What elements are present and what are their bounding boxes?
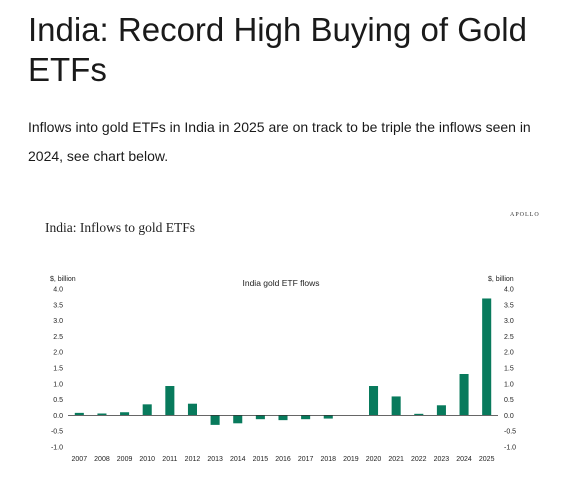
- x-tick-label: 2015: [253, 456, 269, 463]
- brand-logo: APOLLO: [510, 212, 540, 218]
- bar-2017: [301, 415, 311, 420]
- x-tick-label: 2013: [207, 456, 223, 463]
- bar-2015: [255, 415, 265, 420]
- bars: [74, 298, 492, 425]
- y-tick-label-right: 0.0: [504, 413, 514, 420]
- page-title: India: Record High Buying of Gold ETFs: [28, 11, 527, 88]
- x-tick-label: 2010: [139, 456, 155, 463]
- intro-paragraph: Inflows into gold ETFs in India in 2025 …: [28, 119, 531, 164]
- x-tick-label: 2012: [185, 456, 201, 463]
- x-tick-label: 2024: [456, 456, 472, 463]
- y-tick-label-left: 1.0: [53, 381, 63, 388]
- x-tick-label: 2017: [298, 456, 314, 463]
- bar-2008: [97, 413, 107, 416]
- bar-2014: [233, 415, 243, 424]
- y-tick-label-left: 2.5: [53, 334, 63, 341]
- y-axis-label-right: $, billion: [488, 276, 514, 283]
- bar-2025: [482, 298, 492, 416]
- chart-heading: India: Inflows to gold ETFs: [45, 220, 195, 235]
- y-tick-label-right: -0.5: [504, 429, 516, 436]
- y-tick-label-left: -1.0: [51, 445, 63, 452]
- x-tick-label: 2008: [94, 456, 110, 463]
- x-tick-label: 2021: [388, 456, 404, 463]
- bar-2021: [391, 396, 401, 416]
- y-ticks-left: 4.0 3.5 3.0 2.5 2.0 1.5 1.0 0.5 0.0 -0.5 -1.0: [51, 287, 63, 452]
- bar-chart: India gold ETF flows $, billion $, billi…: [50, 276, 516, 463]
- x-tick-label: 2007: [72, 456, 88, 463]
- bar-2023: [436, 405, 446, 416]
- x-tick-label: 2022: [411, 456, 427, 463]
- bar-2020: [369, 386, 379, 416]
- x-tick-label: 2023: [434, 456, 450, 463]
- y-tick-label-right: 0.5: [504, 397, 514, 404]
- bar-2022: [414, 413, 424, 416]
- x-tick-label: 2016: [275, 456, 291, 463]
- bar-2024: [459, 374, 469, 416]
- bar-2009: [120, 412, 130, 416]
- y-tick-label-left: 0.0: [53, 413, 63, 420]
- y-tick-label-right: 2.5: [504, 334, 514, 341]
- y-tick-label-right: 4.0: [504, 287, 514, 294]
- x-tick-label: 2011: [162, 456, 177, 463]
- bar-2012: [187, 403, 197, 416]
- y-tick-label-right: 3.5: [504, 302, 514, 309]
- y-tick-label-left: 1.5: [53, 366, 63, 373]
- y-axis-label-left: $, billion: [50, 276, 76, 283]
- x-ticks: 2007 2008 2009 2010 2011 2012 2013 2014 2015 2016…: [72, 456, 495, 463]
- bar-2016: [278, 415, 288, 421]
- y-tick-label-left: 2.0: [53, 350, 63, 357]
- y-tick-label-right: -1.0: [504, 445, 516, 452]
- bar-2018: [323, 415, 333, 419]
- y-tick-label-right: 3.0: [504, 318, 514, 325]
- chart-title: India gold ETF flows: [242, 278, 319, 288]
- x-tick-label: 2018: [320, 456, 336, 463]
- bar-2007: [74, 412, 84, 416]
- y-tick-label-left: -0.5: [51, 429, 63, 436]
- y-tick-label-right: 1.5: [504, 366, 514, 373]
- bar-2011: [165, 386, 175, 416]
- bar-2010: [142, 404, 152, 416]
- bar-2013: [210, 415, 220, 425]
- x-tick-label: 2025: [479, 456, 495, 463]
- y-ticks-right: 4.0 3.5 3.0 2.5 2.0 1.5 1.0 0.5 0.0 -0.5 -1.0: [504, 287, 516, 452]
- y-tick-label-left: 4.0: [53, 287, 63, 294]
- x-tick-label: 2014: [230, 456, 246, 463]
- y-tick-label-right: 2.0: [504, 350, 514, 357]
- y-tick-label-right: 1.0: [504, 381, 514, 388]
- y-tick-label-left: 3.0: [53, 318, 63, 325]
- x-tick-label: 2019: [343, 456, 359, 463]
- chart-figure: India: Inflows to gold ETFs APOLLO India…: [0, 200, 578, 491]
- x-tick-label: 2020: [366, 456, 382, 463]
- x-tick-label: 2009: [117, 456, 133, 463]
- y-tick-label-left: 3.5: [53, 302, 63, 309]
- y-tick-label-left: 0.5: [53, 397, 63, 404]
